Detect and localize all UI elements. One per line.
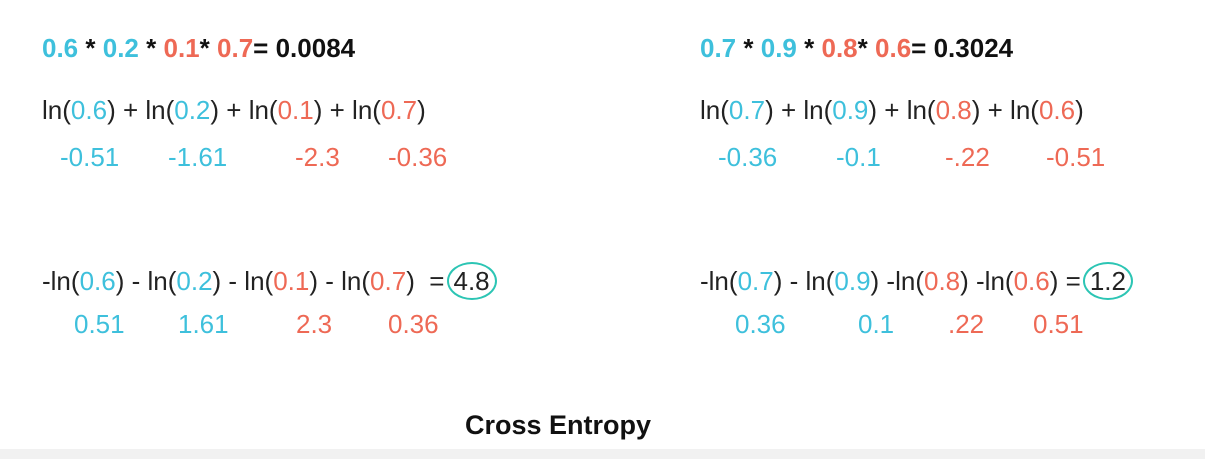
right-product-term: 0.6	[875, 33, 912, 63]
right-neg-ln-equation: -ln(0.7) - ln(0.9) -ln(0.8) -ln(0.6) = 1.…	[700, 262, 1133, 300]
left-product-term: 0.2	[102, 33, 139, 63]
left-neg-ln-arg: 0.6	[79, 266, 116, 296]
right-ln-value: -.22	[945, 142, 990, 172]
left-ln-sum-equation: ln(0.6) + ln(0.2) + ln(0.1) + ln(0.7)	[42, 95, 426, 125]
right-neg-ln-arg: 0.7	[737, 266, 774, 296]
right-neg-ln-arg: 0.6	[1013, 266, 1050, 296]
right-ln-arg: 0.9	[832, 95, 869, 125]
left-ln-value: -2.3	[295, 142, 340, 172]
footer-bar	[0, 449, 1205, 459]
right-product-term: 0.9	[760, 33, 797, 63]
left-ln-arg: 0.6	[70, 95, 108, 125]
left-neg-ln-equation: -ln(0.6) - ln(0.2) - ln(0.1) - ln(0.7) =…	[42, 262, 497, 300]
right-product-equation: 0.7 * 0.9 * 0.8* 0.6= 0.3024	[700, 33, 1014, 63]
right-ln-arg: 0.6	[1038, 95, 1076, 125]
left-product-term: 0.7	[217, 33, 254, 63]
right-ln-arg: 0.8	[935, 95, 972, 125]
right-neg-value: .22	[948, 309, 985, 339]
left-ln-value: -0.36	[388, 142, 448, 172]
right-product-result: 0.3024	[933, 33, 1014, 63]
left-product-equation: 0.6 * 0.2 * 0.1* 0.7= 0.0084	[42, 33, 356, 63]
right-ln-sum-equation: ln(0.7) + ln(0.9) + ln(0.8) + ln(0.6)	[700, 95, 1084, 125]
left-neg-ln-arg: 0.2	[176, 266, 213, 296]
left-ln-value: -1.61	[168, 142, 228, 172]
left-neg-value: 0.51	[74, 309, 125, 339]
left-ln-arg: 0.7	[380, 95, 418, 125]
right-product-term: 0.7	[700, 33, 737, 63]
left-product-term: 0.6	[42, 33, 79, 63]
slide-title: Cross Entropy	[464, 410, 652, 440]
left-neg-ln-arg: 0.1	[273, 266, 310, 296]
left-product-result: 0.0084	[275, 33, 356, 63]
right-ln-value: -0.1	[836, 142, 881, 172]
left-neg-ln-arg: 0.7	[370, 266, 407, 296]
right-ln-value: -0.36	[718, 142, 778, 172]
right-ln-arg: 0.7	[728, 95, 766, 125]
left-neg-value: 2.3	[296, 309, 333, 339]
right-neg-ln-arg: 0.8	[923, 266, 961, 296]
right-cross-entropy-result: 1.2	[1082, 262, 1133, 300]
left-ln-arg: 0.2	[174, 95, 211, 125]
left-cross-entropy-result: 4.8	[446, 262, 497, 300]
left-ln-arg: 0.1	[277, 95, 314, 125]
left-neg-value: 0.36	[388, 309, 439, 339]
right-neg-ln-arg: 0.9	[834, 266, 871, 296]
right-product-term: 0.8	[821, 33, 858, 63]
left-ln-value: -0.51	[60, 142, 120, 172]
left-neg-value: 1.61	[178, 309, 229, 339]
right-ln-value: -0.51	[1046, 142, 1106, 172]
right-neg-value: 0.36	[735, 309, 786, 339]
right-neg-value: 0.51	[1033, 309, 1084, 339]
left-product-term: 0.1	[163, 33, 200, 63]
right-neg-value: 0.1	[858, 309, 895, 339]
